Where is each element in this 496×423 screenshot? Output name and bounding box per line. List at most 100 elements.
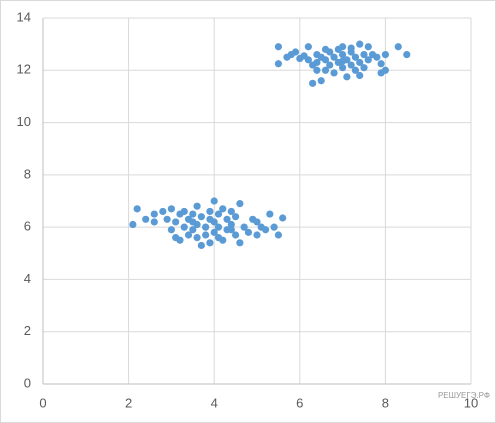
x-tick-label: 0	[39, 395, 46, 410]
x-tick-label: 4	[211, 395, 218, 410]
point	[206, 215, 214, 223]
point	[133, 205, 141, 213]
point	[172, 218, 180, 226]
point	[193, 234, 201, 242]
point	[150, 218, 158, 226]
point	[253, 218, 261, 226]
point	[129, 220, 137, 229]
point	[202, 231, 210, 239]
point	[360, 64, 368, 72]
x-tick-label: 6	[296, 395, 303, 410]
point	[373, 53, 381, 61]
y-tick-label: 0	[24, 375, 31, 390]
point	[266, 210, 274, 218]
point	[244, 228, 253, 236]
point	[202, 223, 210, 231]
point	[232, 213, 240, 221]
point	[274, 43, 282, 51]
point	[219, 205, 227, 213]
watermark: РЕШУЕГЭ.РФ	[438, 391, 490, 400]
point	[142, 215, 150, 223]
point	[223, 215, 231, 223]
point	[236, 200, 244, 208]
point	[279, 214, 287, 222]
point	[236, 239, 244, 247]
point	[176, 236, 184, 244]
point	[377, 60, 385, 68]
point	[214, 234, 223, 242]
point	[197, 213, 205, 221]
y-tick-label: 14	[17, 9, 31, 24]
point	[326, 61, 334, 69]
point	[356, 71, 364, 80]
point	[339, 64, 347, 72]
point	[167, 205, 175, 213]
point	[304, 56, 312, 64]
point	[274, 60, 282, 68]
point	[321, 66, 330, 74]
point	[304, 43, 312, 51]
point	[189, 210, 197, 218]
point	[381, 66, 389, 74]
point	[360, 51, 368, 59]
point	[253, 231, 261, 239]
x-tick-label: 2	[125, 395, 132, 410]
point	[403, 51, 411, 59]
point	[193, 202, 201, 210]
point	[291, 48, 300, 56]
point	[313, 58, 321, 67]
x-tick-label: 8	[382, 395, 389, 410]
point	[321, 56, 330, 64]
point	[309, 79, 317, 87]
point	[232, 231, 240, 239]
y-tick-label: 8	[24, 166, 31, 181]
point	[274, 231, 282, 239]
point	[227, 226, 235, 234]
point	[214, 223, 223, 231]
point	[364, 43, 372, 51]
point	[159, 207, 167, 216]
point	[167, 226, 175, 234]
point	[394, 43, 402, 51]
point	[214, 210, 223, 218]
point	[197, 241, 205, 250]
point	[351, 66, 360, 74]
point	[313, 66, 321, 74]
point	[206, 207, 214, 216]
point	[339, 43, 347, 51]
point	[163, 215, 171, 223]
point	[180, 223, 188, 231]
point	[189, 226, 197, 234]
point	[227, 207, 235, 216]
point	[321, 45, 330, 53]
point	[381, 51, 389, 59]
point	[339, 51, 347, 59]
point	[150, 210, 158, 218]
point	[210, 197, 218, 205]
y-tick-label: 2	[24, 323, 31, 338]
point	[180, 207, 188, 216]
point	[343, 73, 351, 81]
point	[184, 231, 193, 239]
point	[270, 223, 278, 231]
y-tick-label: 6	[24, 219, 31, 234]
point	[347, 44, 355, 52]
point	[351, 53, 360, 61]
point	[364, 56, 372, 64]
point	[317, 77, 325, 85]
point	[189, 218, 197, 226]
point	[339, 57, 347, 65]
point	[206, 239, 214, 247]
point	[227, 220, 235, 229]
point	[356, 58, 364, 67]
point	[330, 53, 338, 61]
point	[240, 223, 248, 231]
point	[210, 228, 218, 236]
x-tick-label: 10	[464, 395, 478, 410]
point	[347, 61, 355, 69]
point	[356, 40, 364, 48]
point	[261, 226, 270, 234]
point	[330, 69, 338, 77]
